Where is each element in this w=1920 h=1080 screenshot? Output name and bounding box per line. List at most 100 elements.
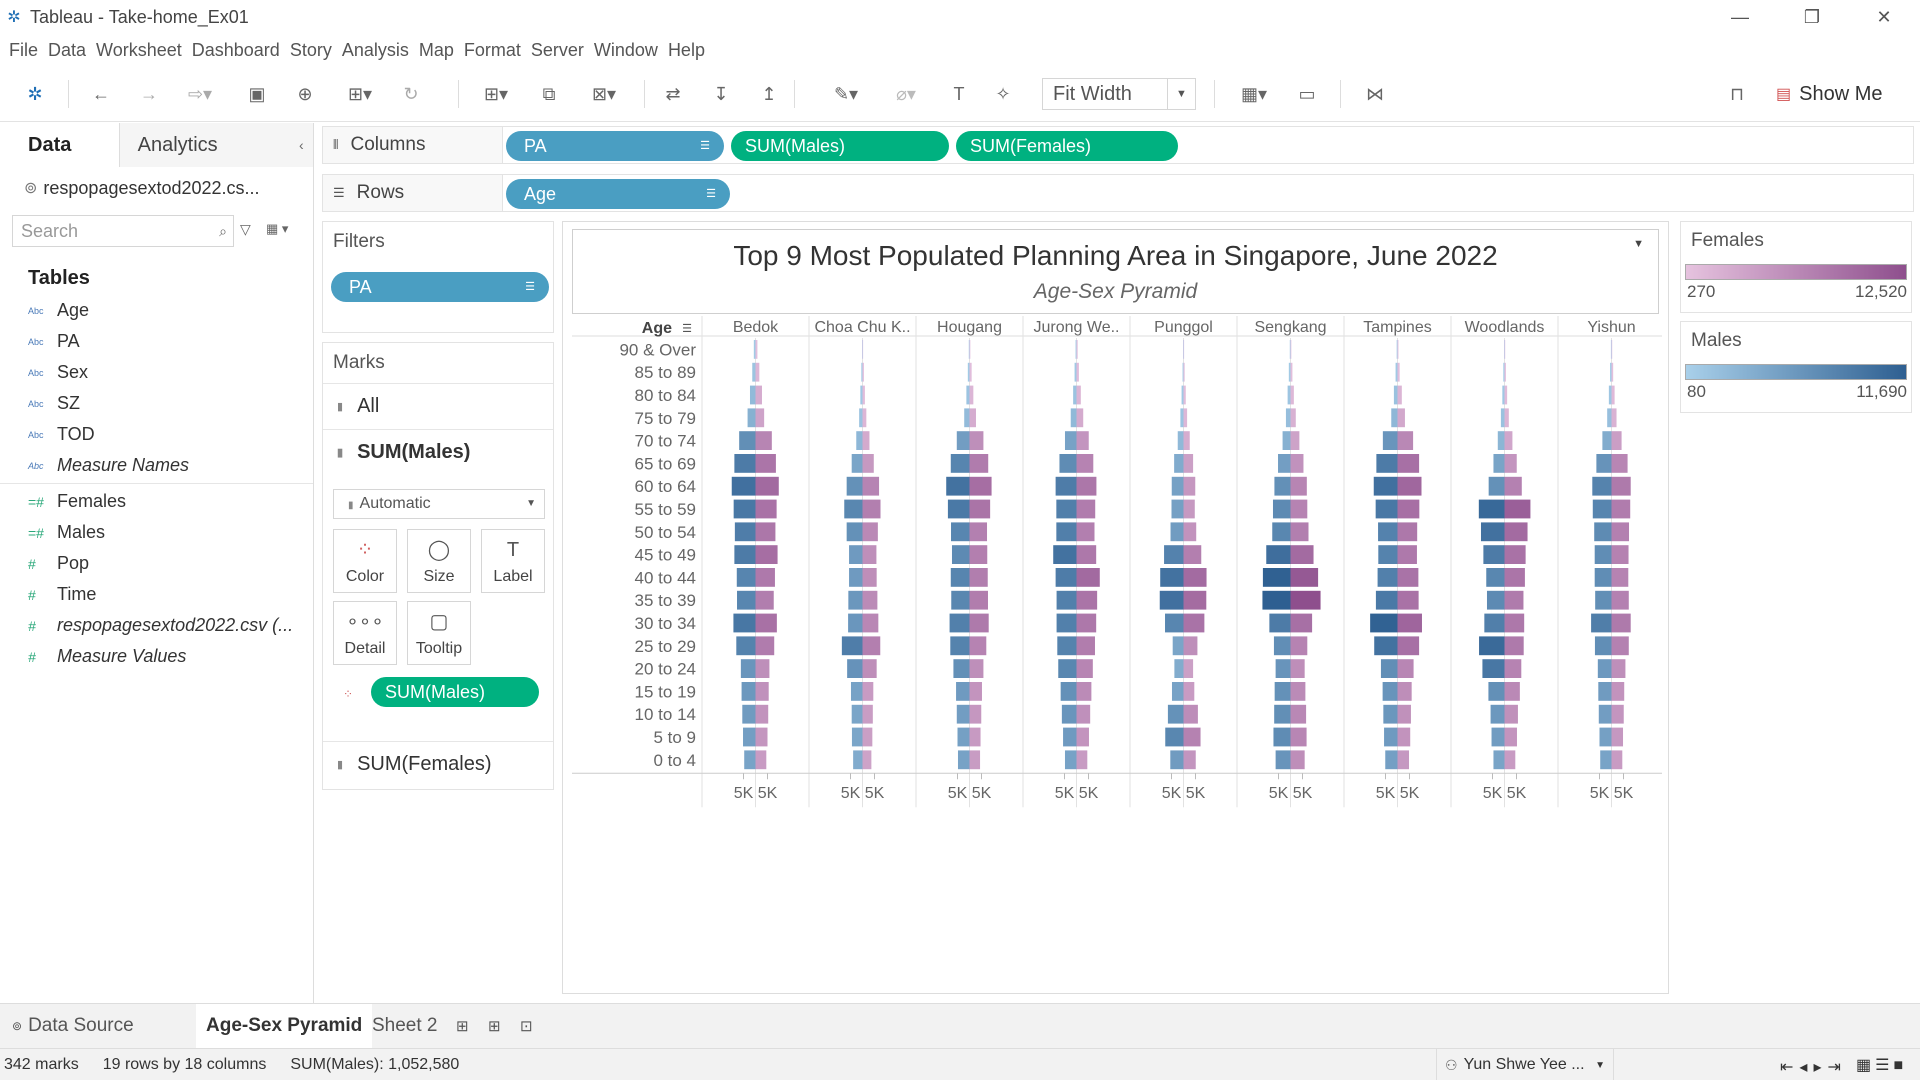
male-bar: [1182, 362, 1184, 382]
menu-format[interactable]: Format: [463, 39, 521, 60]
show-mark-labels-icon[interactable]: T: [953, 83, 965, 104]
fix-axes-icon[interactable]: ✧: [995, 83, 1011, 104]
menu-dashboard[interactable]: Dashboard: [191, 39, 280, 60]
marks-all-tab[interactable]: ▮ All: [323, 383, 553, 429]
pyramid-chart[interactable]: Age ☰ Bedok Choa Chu K.. Hougang Jurong We.. P…: [572, 316, 1662, 916]
menu-worksheet[interactable]: Worksheet: [96, 39, 182, 60]
title-menu-chevron-icon[interactable]: ▼: [1633, 238, 1644, 250]
close-button[interactable]: ✕: [1876, 6, 1892, 27]
field-measure-names[interactable]: Abc Measure Names: [0, 450, 313, 481]
share-icon[interactable]: ⋈: [1366, 83, 1384, 104]
highlight-icon[interactable]: ✎▾: [833, 83, 859, 104]
sort-ascending-icon[interactable]: ↧: [713, 83, 729, 104]
new-dashboard-tab-icon[interactable]: ⊞: [488, 1018, 501, 1035]
male-bar: [1610, 362, 1612, 382]
presentation-mode-icon[interactable]: ▭: [1298, 83, 1316, 104]
fit-width-select[interactable]: Fit Width ▼: [1042, 78, 1196, 110]
redo-icon[interactable]: →: [140, 83, 158, 104]
sheet-nav-arrows-icon[interactable]: ⇤◂▸⇥: [1780, 1059, 1847, 1076]
color-button[interactable]: ⁘ Color: [333, 529, 397, 593]
field-count[interactable]: # respopagesextod2022.csv (...: [0, 610, 313, 641]
male-bar: [1172, 636, 1184, 656]
user-menu[interactable]: ⚇ Yun Shwe Yee ... ▼: [1436, 1049, 1614, 1080]
sheet-view-toggle-icon[interactable]: ▦☰■: [1856, 1057, 1908, 1074]
tooltip-button[interactable]: ▢ Tooltip: [407, 601, 471, 665]
viz-title-box[interactable]: Top 9 Most Populated Planning Area in Si…: [572, 229, 1659, 314]
female-bar: [1290, 568, 1319, 587]
field-pa[interactable]: Abc PA: [0, 326, 313, 357]
field-females[interactable]: =# Females: [0, 486, 313, 517]
collapse-pane-icon[interactable]: ‹: [299, 123, 313, 167]
pill-sum-males[interactable]: SUM(Males): [731, 131, 949, 161]
menu-data[interactable]: Data: [48, 39, 87, 60]
refresh-icon[interactable]: ↻: [403, 83, 419, 104]
new-datasource-icon[interactable]: ⊕: [297, 83, 313, 104]
menu-server[interactable]: Server: [530, 39, 584, 60]
label-button[interactable]: T Label: [481, 529, 545, 593]
menu-file[interactable]: File: [9, 39, 39, 60]
undo-icon[interactable]: ←: [92, 83, 110, 104]
minimize-button[interactable]: —: [1731, 6, 1749, 27]
columns-shelf[interactable]: ⫴ Columns PA ☰ SUM(Males) SUM(Females): [322, 126, 1914, 164]
pause-updates-icon[interactable]: ⊞▾: [347, 83, 373, 104]
menu-map[interactable]: Map: [418, 39, 454, 60]
male-bar: [1599, 727, 1612, 747]
menu-window[interactable]: Window: [593, 39, 658, 60]
menu-story[interactable]: Story: [289, 39, 332, 60]
datasource-item[interactable]: ⊚ respopagesextod2022.cs...: [0, 167, 313, 209]
field-pop[interactable]: # Pop: [0, 548, 313, 579]
females-legend[interactable]: Females 270 12,520: [1680, 221, 1912, 313]
format-painter-icon[interactable]: ⊓: [1729, 83, 1745, 104]
size-button[interactable]: ◯ Size: [407, 529, 471, 593]
marks-males-tab[interactable]: ▮ SUM(Males): [323, 429, 553, 475]
field-sex[interactable]: Abc Sex: [0, 357, 313, 388]
field-measure-values[interactable]: # Measure Values: [0, 641, 313, 672]
males-legend[interactable]: Males 80 11,690: [1680, 321, 1912, 413]
pill-sum-females[interactable]: SUM(Females): [956, 131, 1178, 161]
duplicate-sheet-icon[interactable]: ⧉: [542, 83, 556, 104]
new-worksheet-icon[interactable]: ⊞▾: [483, 83, 509, 104]
pill-age[interactable]: Age ☰: [506, 179, 730, 209]
new-story-tab-icon[interactable]: ⊡: [520, 1018, 533, 1035]
tab-age-sex-pyramid[interactable]: Age-Sex Pyramid: [196, 1004, 373, 1048]
show-me-button[interactable]: ▤ Show Me: [1776, 80, 1883, 108]
restore-button[interactable]: ❐: [1803, 6, 1821, 27]
sort-descending-icon[interactable]: ↥: [761, 83, 777, 104]
menu-analysis[interactable]: Analysis: [341, 39, 409, 60]
view-options-icon[interactable]: ▦ ▾: [266, 221, 289, 236]
male-bar: [1500, 408, 1505, 428]
field-age[interactable]: Abc Age: [0, 295, 313, 326]
save-icon[interactable]: ▣: [248, 83, 266, 104]
tab-analytics[interactable]: Analytics: [119, 123, 300, 167]
group-members-icon[interactable]: ⌀▾: [896, 83, 916, 104]
filter-pill-pa[interactable]: PA ☰: [331, 272, 549, 302]
new-worksheet-tab-icon[interactable]: ⊞: [456, 1018, 469, 1035]
tab-data[interactable]: Data: [0, 123, 120, 167]
show-cards-icon[interactable]: ▦▾: [1240, 83, 1268, 104]
swap-rows-columns-icon[interactable]: ⇄: [665, 83, 681, 104]
mark-type-select[interactable]: ▮ Automatic ▼: [333, 489, 545, 519]
female-bar: [755, 636, 775, 656]
female-bar: [1397, 545, 1417, 564]
tableau-home-icon[interactable]: ✲: [27, 83, 43, 104]
tab-sheet-2[interactable]: Sheet 2: [372, 1015, 438, 1036]
filter-icon[interactable]: ▽: [240, 221, 251, 237]
pill-pa[interactable]: PA ☰: [506, 131, 724, 161]
detail-button[interactable]: ∘∘∘ Detail: [333, 601, 397, 665]
rows-shelf[interactable]: ☰ Rows Age ☰: [322, 174, 1914, 212]
male-bar: [1480, 522, 1505, 542]
menu-help[interactable]: Help: [667, 39, 705, 60]
chevron-down-icon[interactable]: ▼: [1167, 79, 1195, 109]
male-bar: [1597, 659, 1612, 678]
replay-icon[interactable]: ⇨▾: [187, 83, 213, 104]
field-tod[interactable]: Abc TOD: [0, 419, 313, 450]
pill-color-sum-males[interactable]: SUM(Males): [371, 677, 539, 707]
tab-data-source[interactable]: ⊚ Data Source: [12, 1004, 134, 1048]
marks-females-tab[interactable]: ▮ SUM(Females): [323, 741, 553, 787]
search-input[interactable]: Search ⌕: [12, 215, 234, 247]
field-time[interactable]: # Time: [0, 579, 313, 610]
clear-sheet-icon[interactable]: ⊠▾: [591, 83, 617, 104]
field-males[interactable]: =# Males: [0, 517, 313, 548]
field-sz[interactable]: Abc SZ: [0, 388, 313, 419]
